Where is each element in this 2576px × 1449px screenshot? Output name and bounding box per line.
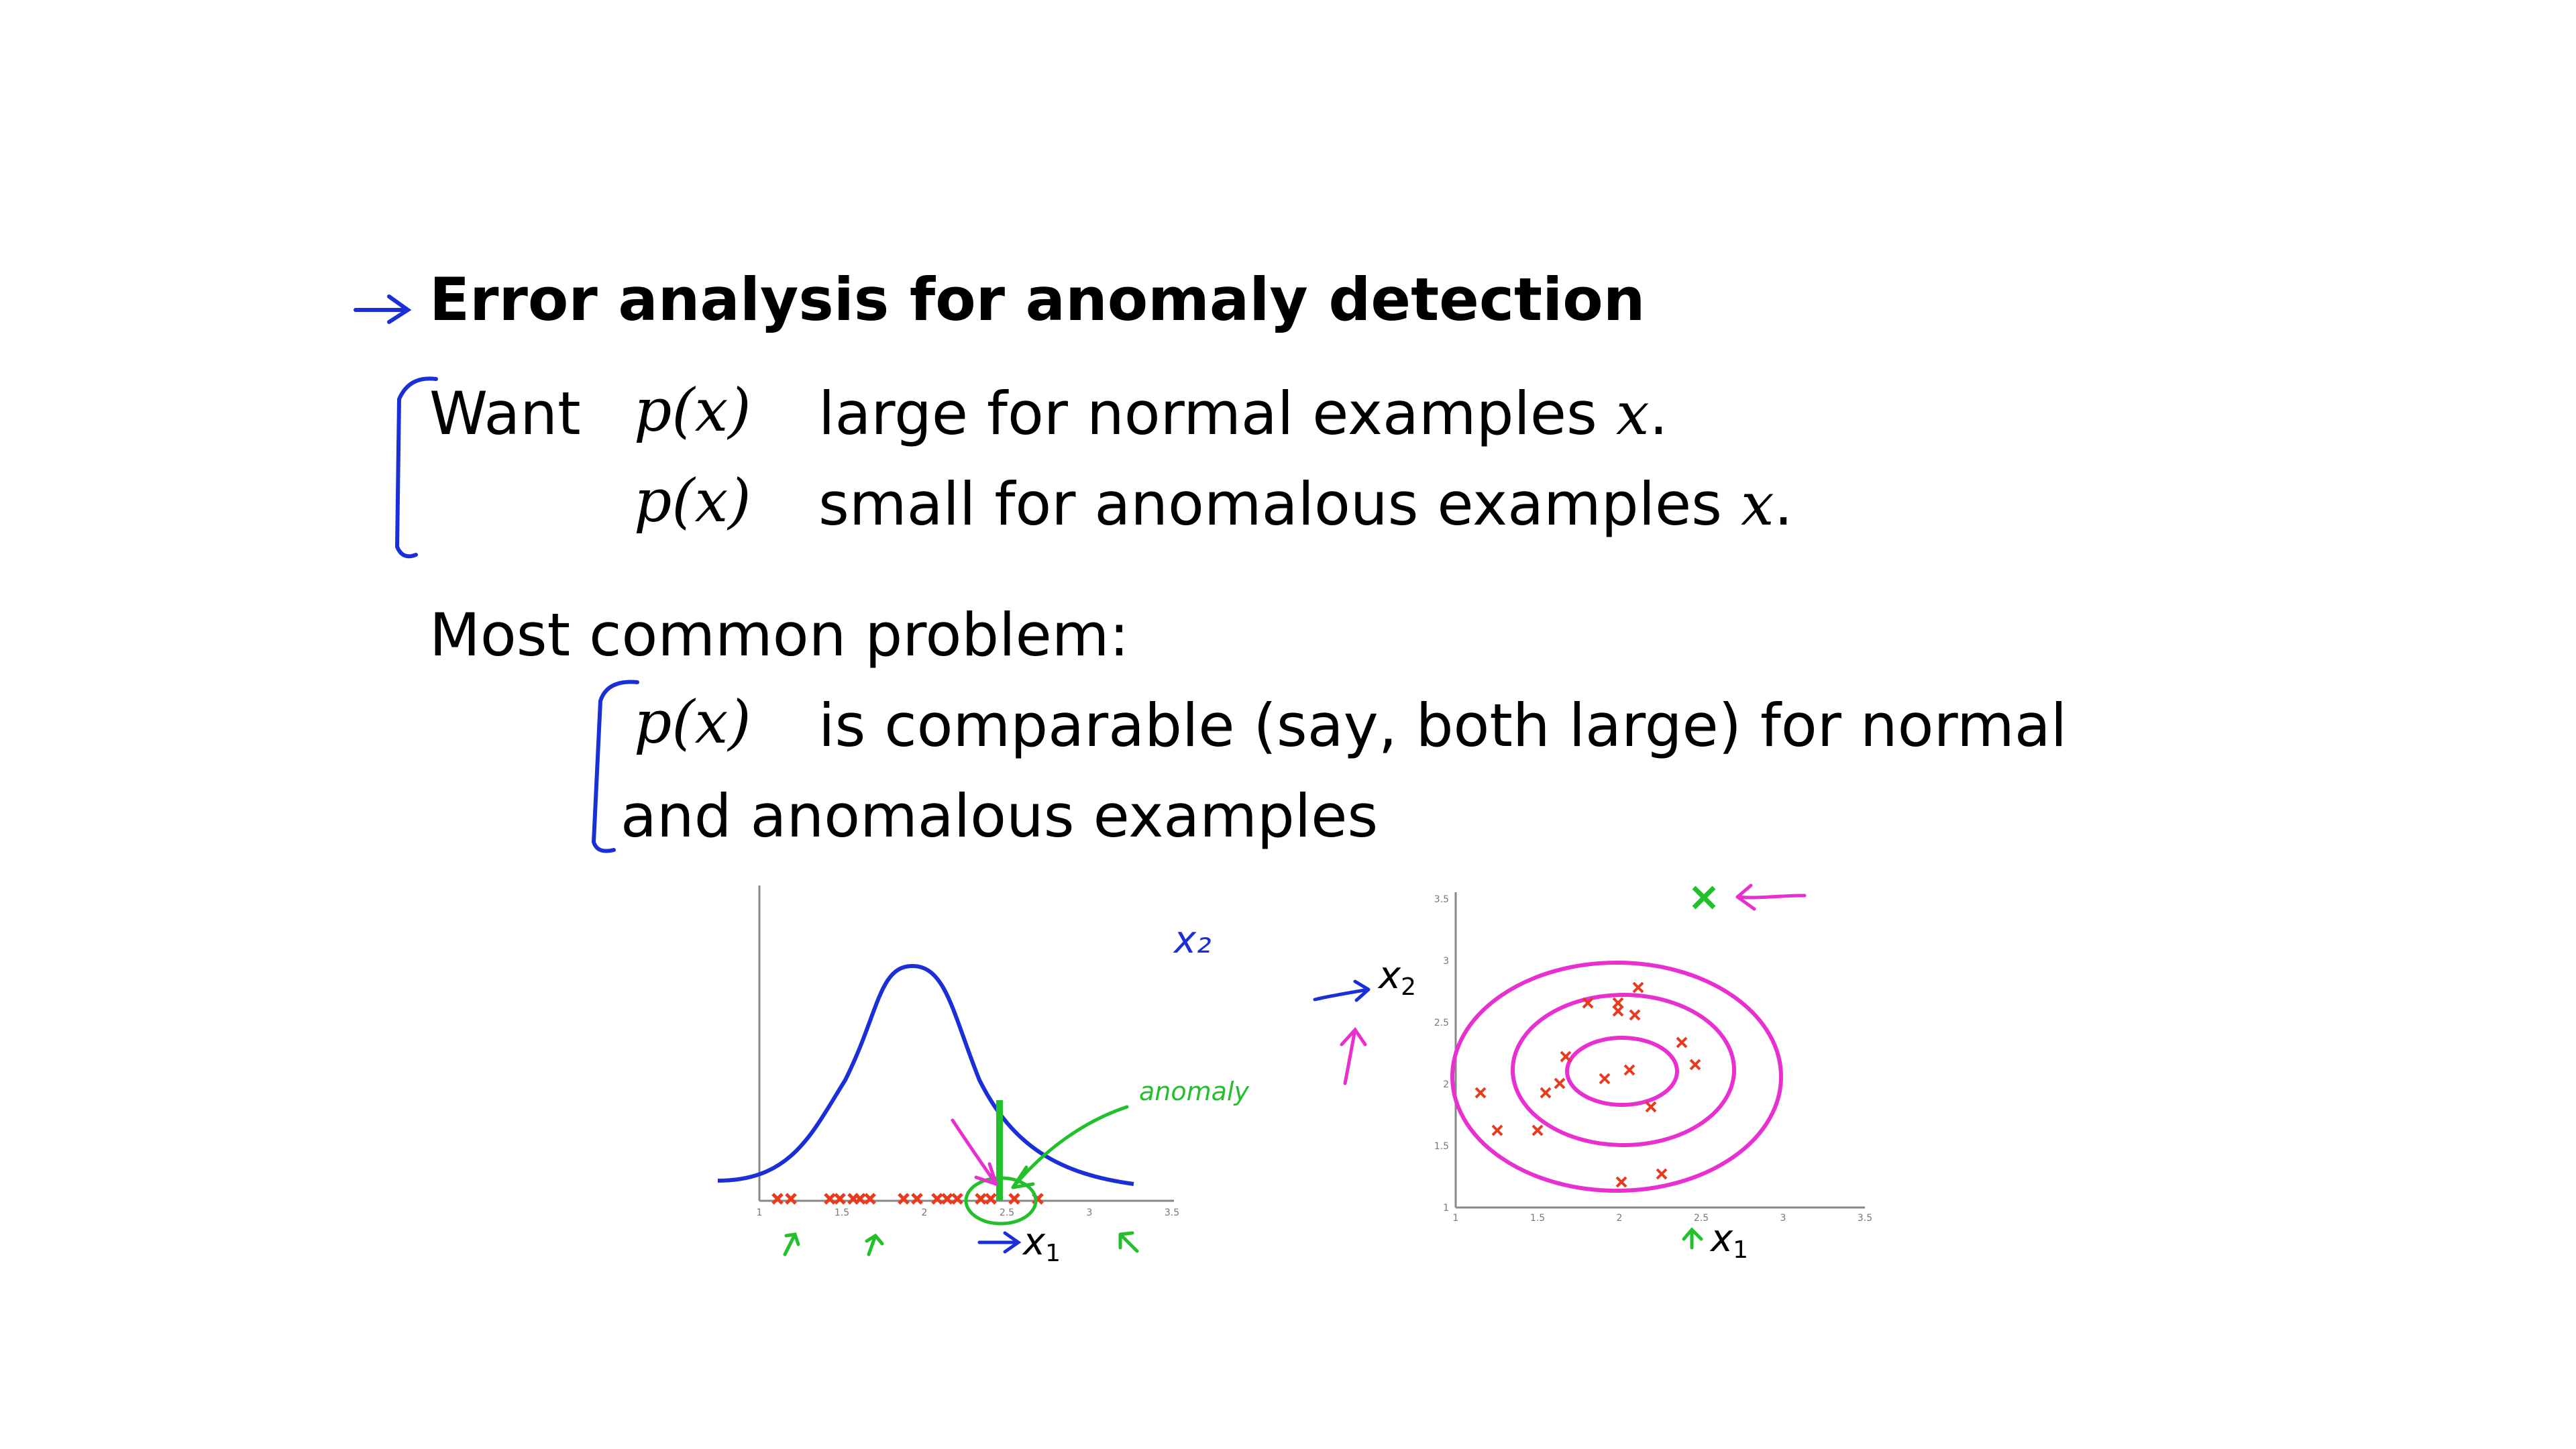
- x-tick: 1.5: [835, 1208, 849, 1218]
- x1-label: x1: [1022, 1220, 1061, 1267]
- x-tick: 2: [922, 1208, 928, 1218]
- x1-axis-label: x1: [1709, 1217, 1748, 1264]
- y-tick: 3.5: [1434, 894, 1449, 905]
- want-row: Want: [429, 379, 581, 448]
- problem-line1: is comparable (say, both large) for norm…: [818, 691, 2068, 760]
- blue-arrow-annotation: [354, 294, 412, 324]
- green-arrow-annotation: [1682, 1227, 1703, 1250]
- blue-arrow-annotation: [977, 1231, 1022, 1254]
- px-expression: p(x): [634, 688, 751, 757]
- x-tick: 3.5: [1165, 1208, 1179, 1218]
- data-markers: [1474, 981, 1701, 1188]
- pink-arrow-annotation: [951, 1118, 998, 1186]
- contour-lines: [1450, 961, 1783, 1193]
- x-tick: 2.5: [1000, 1208, 1014, 1218]
- slide-title: Error analysis for anomaly detection: [429, 265, 1646, 334]
- blue-bracket-annotation: [394, 376, 438, 559]
- want-label: Want: [429, 379, 581, 448]
- x-tick: 3: [1780, 1213, 1786, 1224]
- x-tick: 1: [757, 1208, 763, 1218]
- anomaly-green-arrow: [1011, 1105, 1129, 1189]
- anomaly-label: anomaly: [1139, 1077, 1249, 1106]
- px-expression: p(x): [634, 376, 751, 445]
- y-tick: 2.5: [1434, 1018, 1449, 1028]
- pink-arrow-annotation: [1735, 883, 1807, 911]
- x-tick: 1: [1453, 1213, 1459, 1224]
- x-tick: 3: [1087, 1208, 1093, 1218]
- gaussian-curve: [717, 963, 1134, 1186]
- blue-bracket-annotation: [591, 680, 639, 853]
- x2-handwritten-label: x₂: [1173, 918, 1212, 962]
- y-tick: 1.5: [1434, 1141, 1449, 1152]
- green-arrow-annotations: [783, 1231, 1139, 1256]
- line2-text-row: small for anomalous examples x.: [818, 470, 1793, 539]
- x-tick: 1.5: [1530, 1213, 1545, 1224]
- x-tick: 2: [1617, 1213, 1623, 1224]
- x2-axis-label: x2: [1377, 954, 1416, 1001]
- problem-heading: Most common problem:: [429, 600, 1130, 669]
- x-variable: x: [1615, 379, 1650, 448]
- anomaly-green-circle: [964, 1176, 1038, 1226]
- gaussian-2d-contour-plot: 1 1.5 2 2.5 3 3.5 1 1.5 2 2.5 3 3.5: [1313, 883, 1872, 1264]
- period: .: [1774, 470, 1793, 539]
- pink-arrow-annotation: [1340, 1026, 1367, 1085]
- x-variable: x: [1741, 470, 1774, 539]
- data-markers: [771, 1193, 1044, 1205]
- y-tick: 2: [1443, 1079, 1449, 1090]
- px-expression: p(x): [634, 466, 751, 535]
- blue-arrow-annotation: [1313, 979, 1371, 1002]
- period: .: [1649, 379, 1668, 448]
- line1-text-row: large for normal examples x.: [818, 379, 1668, 448]
- anomaly-marker: [1692, 885, 1716, 910]
- line2-text: small for anomalous examples: [818, 470, 1723, 539]
- problem-line2: and anomalous examples: [621, 782, 1379, 851]
- x-tick: 3.5: [1858, 1213, 1872, 1224]
- y-tick: 1: [1443, 1203, 1449, 1214]
- gaussian-1d-plot: 1 1.5 2 2.5 3 3.5 a: [717, 885, 1249, 1267]
- line1-text: large for normal examples: [818, 379, 1597, 448]
- x-tick: 2.5: [1694, 1213, 1709, 1224]
- y-tick: 3: [1443, 956, 1449, 967]
